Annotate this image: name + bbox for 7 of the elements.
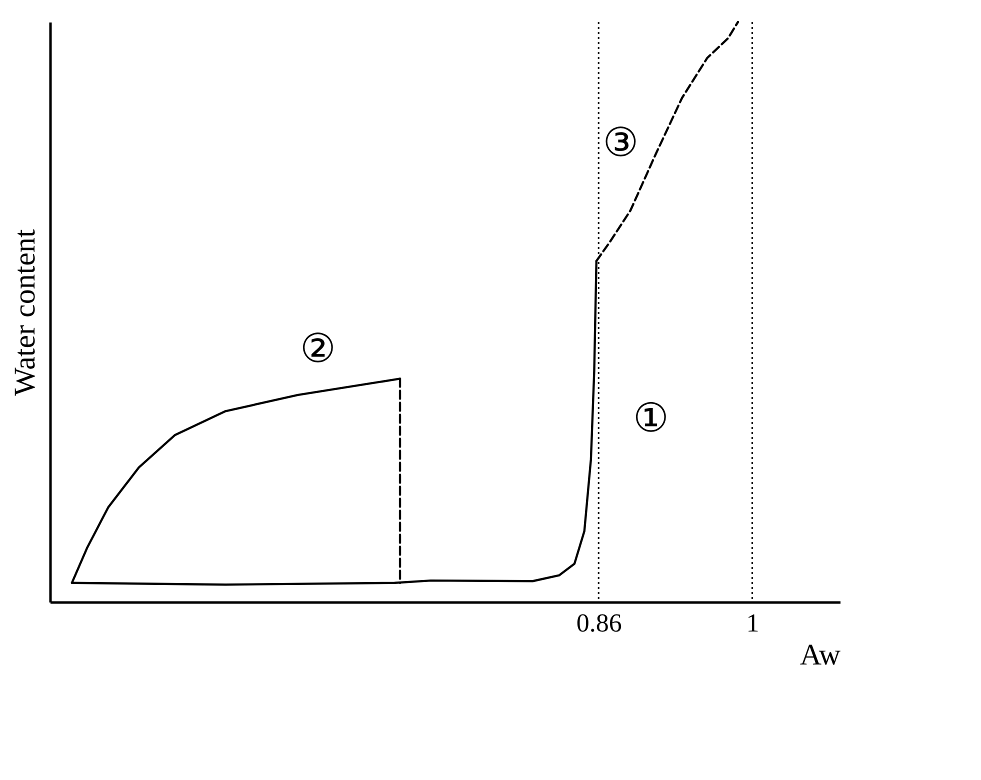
annotation: ③ xyxy=(602,120,639,166)
annotation: ① xyxy=(633,395,669,442)
x-tick-label: 0.86 xyxy=(576,608,622,638)
y-axis-title: Water content xyxy=(8,228,42,396)
x-tick-label: 1 xyxy=(746,608,760,638)
annotation: ② xyxy=(300,326,336,372)
x-axis-title: Aw xyxy=(800,638,841,672)
